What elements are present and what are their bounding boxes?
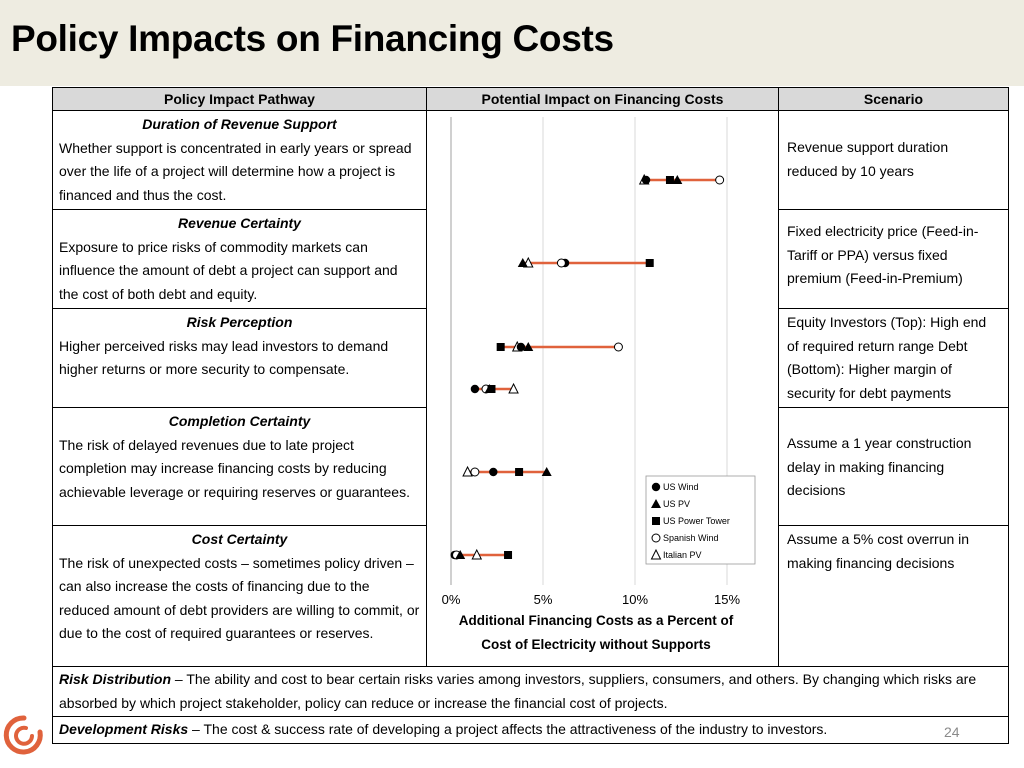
pathway-cell: Completion Certainty The risk of delayed…: [52, 407, 427, 526]
footer-row: Development Risks – The cost & success r…: [52, 716, 1009, 744]
table-row: Duration of Revenue Support Whether supp…: [52, 110, 1009, 667]
pathway-cell: Duration of Revenue Support Whether supp…: [52, 110, 427, 210]
table-row: Risk Perception Higher perceived risks m…: [52, 308, 1009, 408]
header-pathway: Policy Impact Pathway: [52, 87, 427, 111]
header-scenario: Scenario: [778, 87, 1009, 111]
footer-text: – The ability and cost to bear certain r…: [59, 671, 977, 711]
footer-term: Risk Distribution: [59, 671, 172, 687]
table-row: Revenue Certainty Exposure to price risk…: [52, 209, 1009, 309]
pathway-name: Cost Certainty: [191, 531, 288, 547]
page-title: Policy Impacts on Financing Costs: [11, 18, 614, 59]
pathway-name: Risk Perception: [186, 314, 293, 330]
scenario-cell: Revenue support duration reduced by 10 y…: [778, 110, 1009, 210]
scenario-cell: Fixed electricity price (Feed-in-Tariff …: [778, 209, 1009, 309]
pathway-cell: Revenue Certainty Exposure to price risk…: [52, 209, 427, 309]
policy-table: Policy Impact Pathway Potential Impact o…: [52, 87, 1009, 744]
page-number: 24: [944, 724, 960, 740]
pathway-name: Completion Certainty: [168, 413, 311, 429]
pathway-description: The risk of unexpected costs – sometimes…: [59, 554, 420, 642]
footer-text: – The cost & success rate of developing …: [188, 721, 828, 737]
pathway-description: Higher perceived risks may lead investor…: [59, 337, 389, 378]
pathway-cell: Risk Perception Higher perceived risks m…: [52, 308, 427, 408]
scenario-cell: Assume a 1 year construction delay in ma…: [778, 407, 1009, 526]
table-header-row: Policy Impact Pathway Potential Impact o…: [52, 87, 1009, 111]
pathway-description: Exposure to price risks of commodity mar…: [59, 238, 398, 302]
pathway-name: Duration of Revenue Support: [142, 116, 337, 132]
pathway-name: Revenue Certainty: [178, 215, 301, 231]
header-impact: Potential Impact on Financing Costs: [426, 87, 779, 111]
logo-icon: [3, 715, 43, 755]
title-bar: Policy Impacts on Financing Costs: [0, 0, 1024, 86]
scenario-cell: Equity Investors (Top): High end of requ…: [778, 308, 1009, 408]
footer-term: Development Risks: [59, 721, 189, 737]
pathway-description: Whether support is concentrated in early…: [59, 139, 412, 203]
scenario-cell: Assume a 5% cost overrun in making finan…: [778, 525, 1009, 667]
chart-cell: [426, 110, 779, 667]
risk-distribution-cell: Risk Distribution – The ability and cost…: [52, 666, 1009, 717]
development-risks-cell: Development Risks – The cost & success r…: [52, 716, 1009, 744]
pathway-cell: Cost Certainty The risk of unexpected co…: [52, 525, 427, 667]
table-row: Completion Certainty The risk of delayed…: [52, 407, 1009, 526]
pathway-description: The risk of delayed revenues due to late…: [59, 436, 410, 500]
footer-row: Risk Distribution – The ability and cost…: [52, 666, 1009, 717]
